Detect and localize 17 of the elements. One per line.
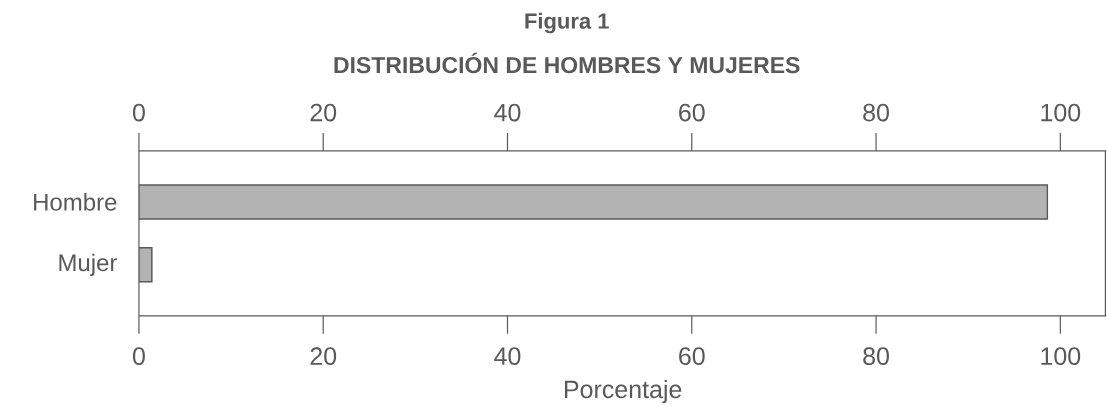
- x-tick-label: 80: [863, 103, 889, 122]
- x2-tick-label: 80: [863, 347, 889, 366]
- x-tick-label: 100: [1041, 103, 1081, 122]
- x2-tick-label: 60: [679, 347, 705, 366]
- x-axis-title: Porcentaje: [565, 379, 682, 404]
- y-tick-label: Hombre: [34, 193, 117, 211]
- y-tick-label: Mujer: [59, 253, 118, 277]
- chart-subtitle: DISTRIBUCIÓN DE HOMBRES Y MUJERES: [334, 52, 800, 74]
- chart-title: Figura 1: [525, 12, 609, 34]
- x2-tick-label: 0: [132, 347, 145, 366]
- x-tick-label: 40: [494, 103, 521, 122]
- x-tick-label: 0: [132, 103, 145, 122]
- x-tick-label: 60: [679, 103, 705, 122]
- x2-tick-label: 100: [1041, 347, 1081, 366]
- x-tick-label: 20: [310, 103, 337, 122]
- x2-tick-label: 20: [310, 347, 337, 366]
- x2-tick-label: 40: [494, 347, 521, 366]
